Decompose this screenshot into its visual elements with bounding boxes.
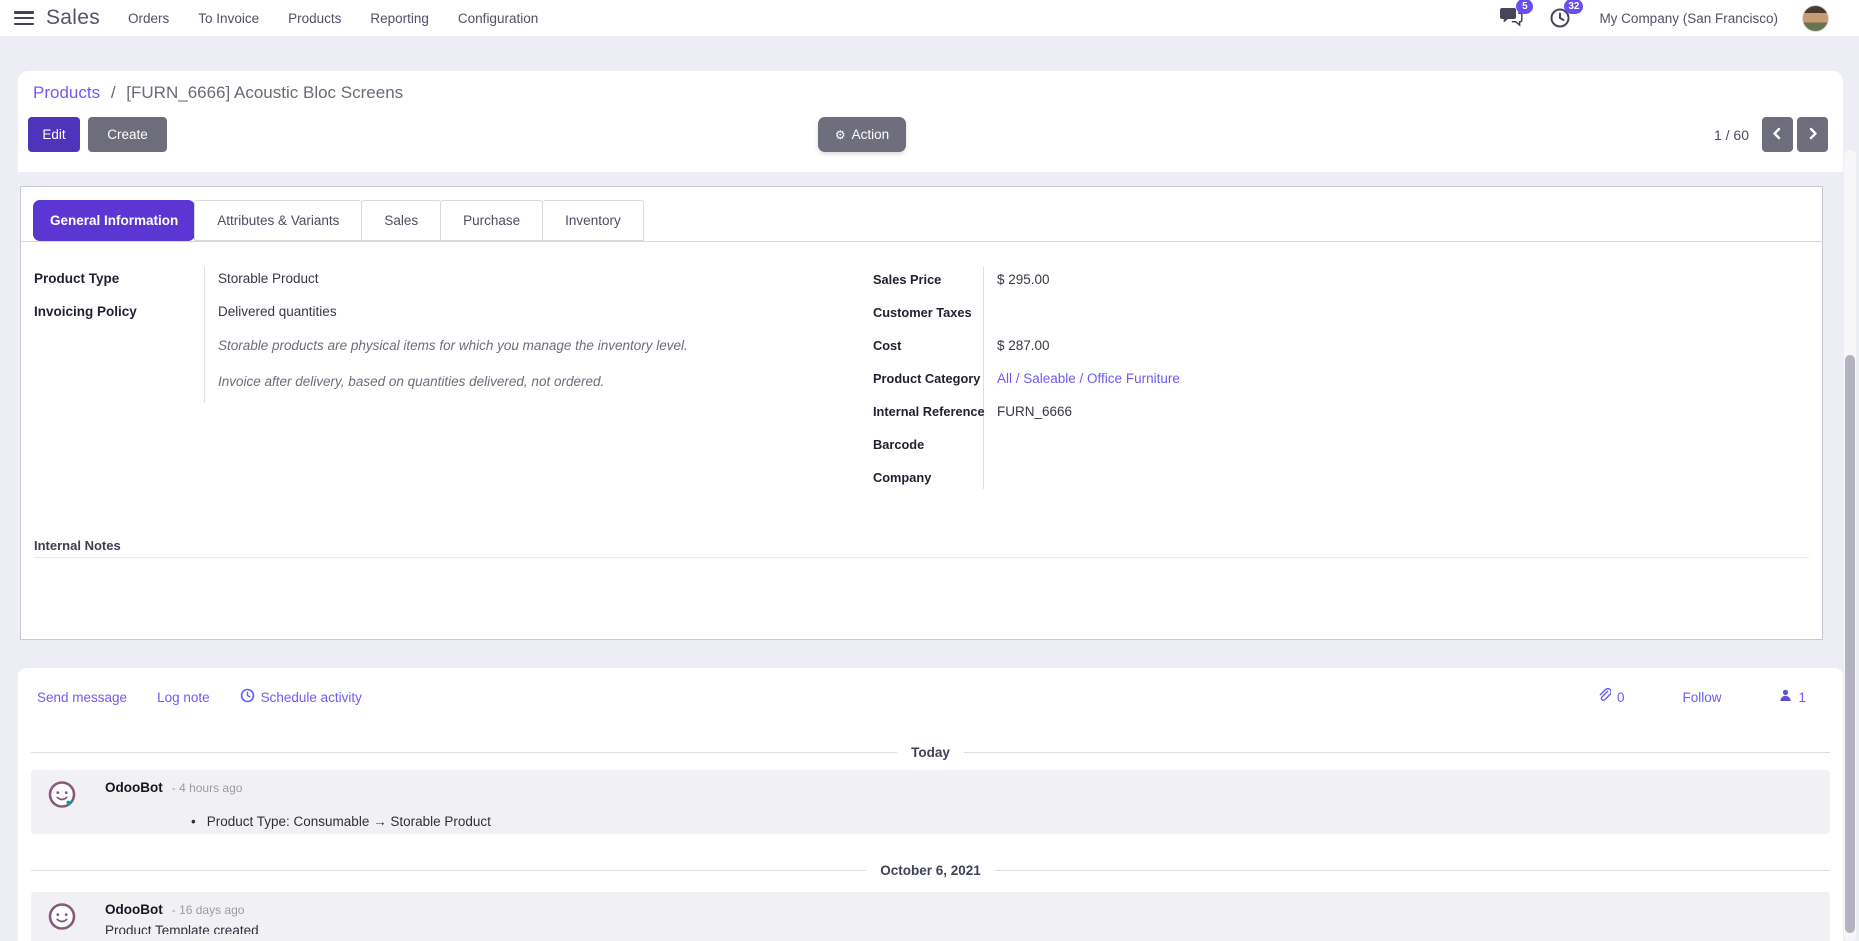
message-timestamp: - 4 hours ago xyxy=(171,781,243,795)
chevron-right-icon xyxy=(1805,126,1820,144)
nav-item-to-invoice[interactable]: To Invoice xyxy=(198,10,260,26)
nav-menu: Orders To Invoice Products Reporting Con… xyxy=(128,11,538,26)
product-category-link[interactable]: All / Saleable / Office Furniture xyxy=(997,371,1180,386)
message-header: OdooBot - 4 hours ago xyxy=(105,780,242,795)
chevron-left-icon xyxy=(1770,126,1785,144)
field-sales-price: Sales Price $ 295.00 xyxy=(873,272,1050,287)
message-author[interactable]: OdooBot xyxy=(105,780,163,795)
pager-next-button[interactable] xyxy=(1797,117,1828,152)
field-internal-reference: Internal Reference FURN_6666 xyxy=(873,404,1073,419)
nav-item-reporting[interactable]: Reporting xyxy=(370,10,429,26)
followers-button[interactable]: 1 xyxy=(1779,689,1806,705)
apps-menu-icon[interactable] xyxy=(14,11,34,25)
form-sheet: General Information Attributes & Variant… xyxy=(20,186,1823,640)
message-author[interactable]: OdooBot xyxy=(105,902,163,917)
breadcrumb: Products / [FURN_6666] Acoustic Bloc Scr… xyxy=(33,83,403,103)
page-scrollbar xyxy=(1844,150,1856,941)
person-icon xyxy=(1779,689,1792,705)
breadcrumb-current: [FURN_6666] Acoustic Bloc Screens xyxy=(126,83,404,102)
scrollbar-thumb[interactable] xyxy=(1845,355,1855,933)
field-cost: Cost $ 287.00 xyxy=(873,338,1050,353)
app-brand[interactable]: Sales xyxy=(46,6,101,29)
clock-icon xyxy=(1549,8,1572,33)
chatter-toolbar: Send message Log note Schedule activity … xyxy=(18,668,1843,726)
breadcrumb-products-link[interactable]: Products xyxy=(33,83,101,102)
tab-general-information[interactable]: General Information xyxy=(33,200,196,241)
activities-badge: 32 xyxy=(1564,0,1584,14)
message-body: • Product Type: Consumable → Storable Pr… xyxy=(191,814,491,829)
left-column-separator xyxy=(204,267,205,403)
record-pager: 1 / 60 xyxy=(1714,117,1828,152)
date-divider-today: Today xyxy=(31,745,1831,760)
bullet-dot: • xyxy=(191,814,196,829)
field-invoicing-policy: Invoicing Policy Delivered quantities xyxy=(34,304,337,319)
nav-item-products[interactable]: Products xyxy=(288,10,342,26)
messages-tray-button[interactable]: 5 xyxy=(1499,0,1534,32)
paperclip-icon xyxy=(1596,687,1612,706)
send-message-button[interactable]: Send message xyxy=(37,689,128,705)
odoobot-avatar xyxy=(47,902,77,932)
nav-item-configuration[interactable]: Configuration xyxy=(457,10,539,26)
log-note-button[interactable]: Log note xyxy=(157,689,210,705)
attachments-button[interactable]: 0 xyxy=(1596,687,1625,706)
breadcrumb-separator: / xyxy=(110,83,116,102)
activity-clock-icon xyxy=(240,688,255,706)
followers-count: 1 xyxy=(1798,689,1806,705)
activities-tray-button[interactable]: 32 xyxy=(1549,0,1584,33)
field-product-type: Product Type Storable Product xyxy=(34,271,319,286)
chatter-panel: Send message Log note Schedule activity … xyxy=(18,668,1843,941)
message-header: OdooBot - 16 days ago xyxy=(105,902,244,917)
message-older: OdooBot - 16 days ago Product Template c… xyxy=(31,892,1830,941)
control-panel: Products / [FURN_6666] Acoustic Bloc Scr… xyxy=(18,71,1843,172)
field-barcode: Barcode xyxy=(873,437,925,452)
top-navbar: Sales Orders To Invoice Products Reporti… xyxy=(0,0,1859,36)
follow-button[interactable]: Follow xyxy=(1682,689,1722,705)
tab-sales[interactable]: Sales xyxy=(361,200,442,241)
product-type-help-text: Storable products are physical items for… xyxy=(218,338,688,353)
internal-notes-rule xyxy=(34,557,1809,558)
field-company: Company xyxy=(873,470,932,485)
action-button-label: Action xyxy=(851,127,890,142)
date-divider-older: October 6, 2021 xyxy=(31,863,1830,878)
gear-icon: ⚙ xyxy=(834,127,846,142)
action-button[interactable]: ⚙ Action xyxy=(818,117,906,152)
right-column-separator xyxy=(983,267,984,489)
tab-inventory[interactable]: Inventory xyxy=(542,200,644,241)
pager-count: 1 / 60 xyxy=(1713,126,1749,143)
tracking-change-text: Product Type: Consumable → Storable Prod… xyxy=(206,814,491,829)
edit-button[interactable]: Edit xyxy=(28,117,80,152)
field-product-category: Product Category All / Saleable / Office… xyxy=(873,371,1180,386)
tab-attributes-variants[interactable]: Attributes & Variants xyxy=(194,200,363,241)
systray: 5 32 My Company (San Francisco) xyxy=(1499,0,1829,33)
invoicing-policy-help-text: Invoice after delivery, based on quantit… xyxy=(218,374,605,389)
tabbar-divider xyxy=(21,241,1822,242)
company-switcher[interactable]: My Company (San Francisco) xyxy=(1599,10,1778,26)
schedule-activity-button[interactable]: Schedule activity xyxy=(240,688,362,706)
create-button[interactable]: Create xyxy=(88,117,167,152)
notebook-tabs: General Information Attributes & Variant… xyxy=(33,200,644,241)
field-customer-taxes: Customer Taxes xyxy=(873,305,972,320)
messages-badge: 5 xyxy=(1516,0,1534,14)
message-body-clipped: Product Template created xyxy=(105,923,259,934)
odoobot-avatar xyxy=(47,780,77,810)
attachments-count: 0 xyxy=(1616,689,1625,705)
tab-purchase[interactable]: Purchase xyxy=(440,200,544,241)
message-today: OdooBot - 4 hours ago • Product Type: Co… xyxy=(31,770,1830,834)
message-timestamp: - 16 days ago xyxy=(171,903,245,917)
nav-item-orders[interactable]: Orders xyxy=(128,10,170,26)
user-avatar[interactable] xyxy=(1802,4,1829,32)
chatter-tools: 0 Follow 1 xyxy=(1596,687,1806,706)
chat-bubble-icon xyxy=(1499,8,1523,32)
pager-previous-button[interactable] xyxy=(1762,117,1793,152)
internal-notes-label: Internal Notes xyxy=(34,538,121,553)
